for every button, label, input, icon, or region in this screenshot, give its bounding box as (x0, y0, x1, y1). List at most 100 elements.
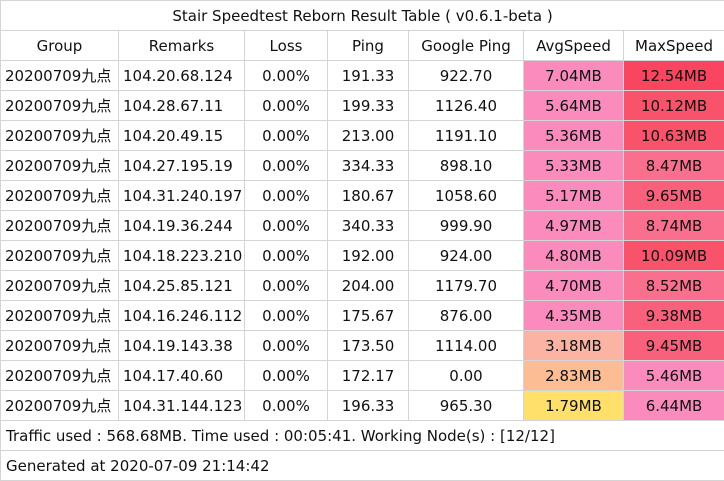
cell-max-speed: 5.46MB (624, 361, 724, 391)
cell-loss: 0.00% (245, 361, 328, 391)
cell-google-ping: 1191.10 (409, 121, 524, 151)
cell-google-ping: 1179.70 (409, 271, 524, 301)
cell-avg-speed: 3.18MB (524, 331, 624, 361)
cell-max-speed: 6.44MB (624, 391, 724, 421)
cell-avg-speed: 2.83MB (524, 361, 624, 391)
cell-loss: 0.00% (245, 241, 328, 271)
cell-avg-speed: 4.70MB (524, 271, 624, 301)
cell-ping: 175.67 (328, 301, 409, 331)
cell-loss: 0.00% (245, 91, 328, 121)
cell-group: 20200709九点 (1, 271, 119, 301)
header-remarks: Remarks (119, 31, 245, 61)
cell-remarks: 104.18.223.210 (119, 241, 245, 271)
cell-group: 20200709九点 (1, 61, 119, 91)
header-google-ping: Google Ping (409, 31, 524, 61)
footer-generated-row: Generated at 2020-07-09 21:14:42 (1, 451, 724, 481)
generated-timestamp: Generated at 2020-07-09 21:14:42 (1, 451, 724, 481)
cell-group: 20200709九点 (1, 121, 119, 151)
cell-group: 20200709九点 (1, 331, 119, 361)
cell-ping: 191.33 (328, 61, 409, 91)
cell-avg-speed: 7.04MB (524, 61, 624, 91)
cell-remarks: 104.20.68.124 (119, 61, 245, 91)
cell-loss: 0.00% (245, 391, 328, 421)
cell-loss: 0.00% (245, 301, 328, 331)
cell-avg-speed: 4.80MB (524, 241, 624, 271)
cell-group: 20200709九点 (1, 391, 119, 421)
cell-ping: 196.33 (328, 391, 409, 421)
cell-google-ping: 0.00 (409, 361, 524, 391)
cell-group: 20200709九点 (1, 211, 119, 241)
cell-avg-speed: 5.33MB (524, 151, 624, 181)
cell-remarks: 104.31.144.123 (119, 391, 245, 421)
header-ping: Ping (328, 31, 409, 61)
cell-google-ping: 1114.00 (409, 331, 524, 361)
cell-max-speed: 10.63MB (624, 121, 724, 151)
cell-max-speed: 9.38MB (624, 301, 724, 331)
cell-group: 20200709九点 (1, 151, 119, 181)
cell-max-speed: 9.65MB (624, 181, 724, 211)
cell-max-speed: 8.74MB (624, 211, 724, 241)
cell-ping: 192.00 (328, 241, 409, 271)
cell-google-ping: 965.30 (409, 391, 524, 421)
cell-remarks: 104.20.49.15 (119, 121, 245, 151)
cell-google-ping: 1126.40 (409, 91, 524, 121)
cell-max-speed: 10.12MB (624, 91, 724, 121)
cell-loss: 0.00% (245, 151, 328, 181)
cell-remarks: 104.27.195.19 (119, 151, 245, 181)
cell-ping: 172.17 (328, 361, 409, 391)
cell-avg-speed: 4.97MB (524, 211, 624, 241)
table-title: Stair Speedtest Reborn Result Table ( v0… (1, 1, 724, 31)
cell-loss: 0.00% (245, 121, 328, 151)
cell-remarks: 104.19.143.38 (119, 331, 245, 361)
cell-ping: 334.33 (328, 151, 409, 181)
cell-google-ping: 924.00 (409, 241, 524, 271)
cell-google-ping: 999.90 (409, 211, 524, 241)
cell-avg-speed: 5.36MB (524, 121, 624, 151)
cell-remarks: 104.17.40.60 (119, 361, 245, 391)
cell-max-speed: 8.52MB (624, 271, 724, 301)
cell-avg-speed: 5.17MB (524, 181, 624, 211)
cell-google-ping: 898.10 (409, 151, 524, 181)
cell-remarks: 104.16.246.112 (119, 301, 245, 331)
cell-loss: 0.00% (245, 331, 328, 361)
cell-ping: 204.00 (328, 271, 409, 301)
cell-loss: 0.00% (245, 211, 328, 241)
cell-group: 20200709九点 (1, 241, 119, 271)
footer-traffic-row: Traffic used : 568.68MB. Time used : 00:… (1, 421, 724, 451)
cell-max-speed: 12.54MB (624, 61, 724, 91)
cell-google-ping: 876.00 (409, 301, 524, 331)
cell-remarks: 104.19.36.244 (119, 211, 245, 241)
cell-remarks: 104.28.67.11 (119, 91, 245, 121)
cell-ping: 199.33 (328, 91, 409, 121)
cell-max-speed: 10.09MB (624, 241, 724, 271)
cell-loss: 0.00% (245, 271, 328, 301)
header-avg-speed: AvgSpeed (524, 31, 624, 61)
cell-max-speed: 8.47MB (624, 151, 724, 181)
cell-ping: 173.50 (328, 331, 409, 361)
cell-avg-speed: 5.64MB (524, 91, 624, 121)
traffic-summary: Traffic used : 568.68MB. Time used : 00:… (1, 421, 724, 451)
cell-remarks: 104.31.240.197 (119, 181, 245, 211)
header-group: Group (1, 31, 119, 61)
cell-ping: 340.33 (328, 211, 409, 241)
cell-loss: 0.00% (245, 181, 328, 211)
cell-group: 20200709九点 (1, 181, 119, 211)
cell-ping: 180.67 (328, 181, 409, 211)
cell-group: 20200709九点 (1, 361, 119, 391)
title-row: Stair Speedtest Reborn Result Table ( v0… (1, 1, 724, 31)
cell-loss: 0.00% (245, 61, 328, 91)
cell-max-speed: 9.45MB (624, 331, 724, 361)
header-max-speed: MaxSpeed (624, 31, 724, 61)
cell-ping: 213.00 (328, 121, 409, 151)
